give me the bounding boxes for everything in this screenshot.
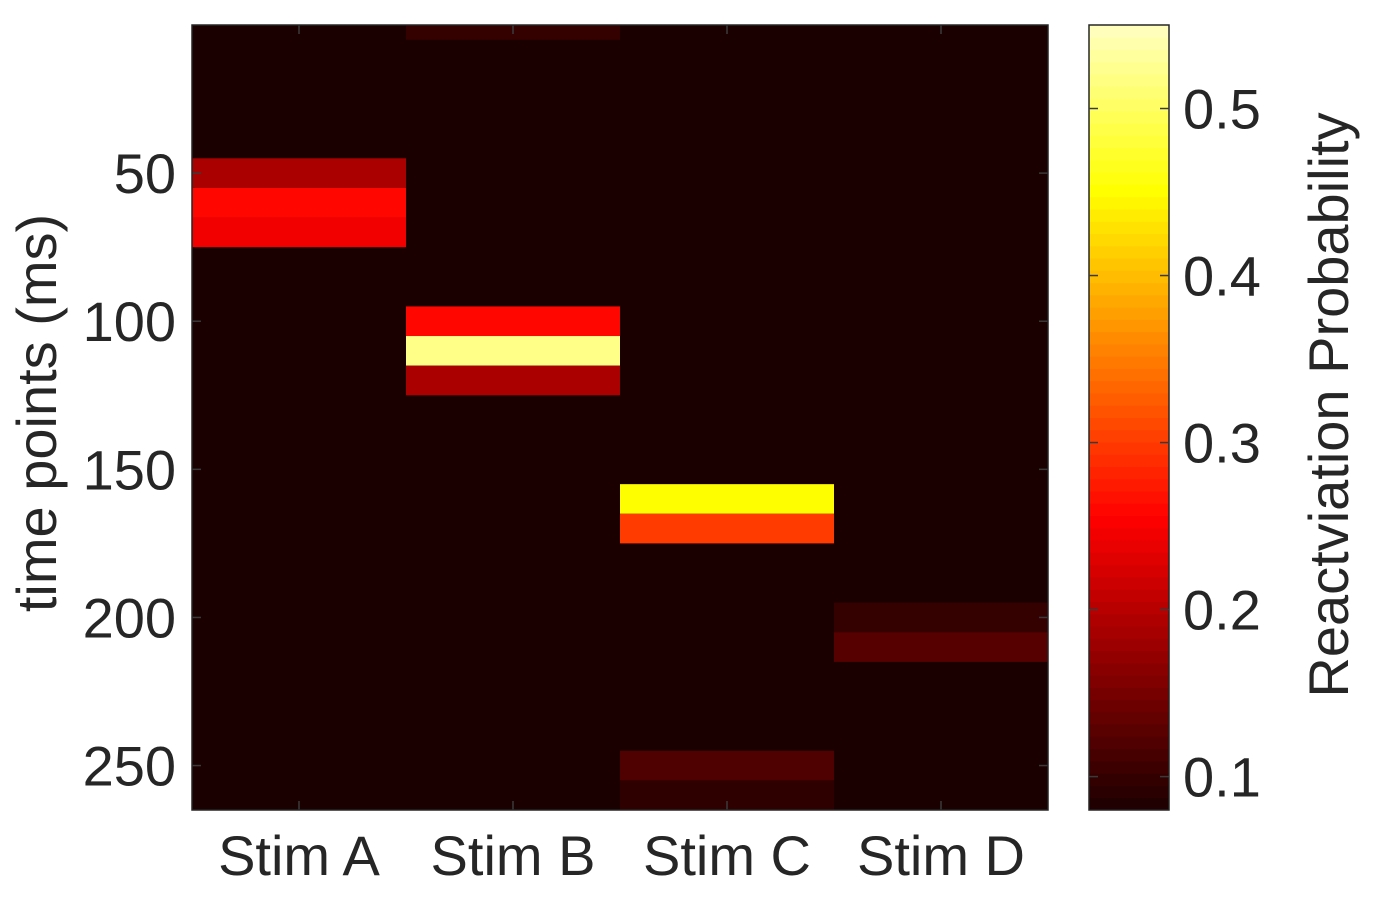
colorbar-swatch <box>1089 711 1169 725</box>
colorbar-swatch <box>1089 748 1169 762</box>
colorbar-swatch <box>1089 208 1169 222</box>
colorbar-swatch <box>1089 306 1169 320</box>
x-tick-label: Stim D <box>857 824 1025 887</box>
colorbar-swatch <box>1089 257 1169 271</box>
colorbar-swatch <box>1089 429 1169 443</box>
colorbar-swatch <box>1089 331 1169 345</box>
colorbar-swatch <box>1089 294 1169 308</box>
colorbar-swatch <box>1089 245 1169 259</box>
colorbar-swatch <box>1089 183 1169 198</box>
colorbar-swatch <box>1089 282 1169 296</box>
colorbar-tick-label: 0.3 <box>1183 412 1261 475</box>
y-axis-title: time points (ms) <box>5 214 68 612</box>
colorbar-swatch <box>1089 478 1169 492</box>
colorbar-swatch <box>1089 760 1169 774</box>
y-tick-label: 100 <box>83 290 176 353</box>
colorbar-swatch <box>1089 24 1169 38</box>
colorbar-swatch <box>1089 85 1169 100</box>
colorbar-swatch <box>1089 453 1169 468</box>
y-tick-label: 50 <box>114 142 176 205</box>
colorbar-frame <box>1088 24 1170 811</box>
colorbar-swatch <box>1089 686 1169 701</box>
colorbar-swatch <box>1089 36 1169 51</box>
colorbar-swatch <box>1089 600 1169 615</box>
heatmap-cell <box>834 602 1048 633</box>
colorbar-swatch <box>1089 61 1169 75</box>
heatmap-cell <box>834 632 1048 662</box>
colorbar-swatch <box>1089 527 1169 541</box>
heatmap-cell <box>192 217 406 248</box>
colorbar-swatch <box>1089 134 1169 149</box>
colorbar-swatch <box>1089 490 1169 504</box>
colorbar-swatch <box>1089 650 1169 664</box>
colorbar-swatch <box>1089 392 1169 406</box>
x-tick-label: Stim C <box>643 824 811 887</box>
plot-frame <box>191 24 1049 811</box>
colorbar-swatch <box>1089 220 1169 235</box>
colorbar-swatch <box>1089 269 1169 284</box>
colorbar-swatch <box>1089 735 1169 750</box>
x-tick-label: Stim B <box>431 824 596 887</box>
colorbar-swatch <box>1089 784 1169 799</box>
heatmap-cell <box>406 306 620 337</box>
colorbar-swatch <box>1089 539 1169 553</box>
colorbar-swatch <box>1089 367 1169 382</box>
colorbar-swatch <box>1089 355 1169 369</box>
axis-labels: 50 100 150 200 250 Stim A Stim B Stim C Stim D <box>83 142 1025 887</box>
colorbar-tick-label: 0.1 <box>1183 746 1261 809</box>
colorbar-swatch <box>1089 171 1169 185</box>
colorbar-swatch <box>1089 637 1169 652</box>
colorbar-tick-label: 0.2 <box>1183 579 1261 642</box>
colorbar-swatch <box>1089 515 1169 529</box>
colorbar-swatch <box>1089 674 1169 688</box>
colorbar-swatch <box>1089 502 1169 517</box>
colorbar-swatch <box>1089 98 1169 112</box>
colorbar-swatch <box>1089 233 1169 247</box>
colorbar-swatch <box>1089 73 1169 87</box>
heatmap-cell <box>192 158 406 188</box>
colorbar-swatch <box>1089 196 1169 210</box>
colorbar-swatch <box>1089 625 1169 639</box>
colorbar-swatch <box>1089 49 1169 63</box>
heatmap-cell <box>192 187 406 218</box>
plot-area <box>191 24 1049 811</box>
colorbar-swatch <box>1089 318 1169 333</box>
colorbar-swatch <box>1089 564 1169 578</box>
colorbar-swatch <box>1089 404 1169 418</box>
colorbar: 0.1 0.2 0.3 0.4 0.5 <box>1088 24 1261 811</box>
colorbar-swatch <box>1089 699 1169 713</box>
colorbar-swatch <box>1089 466 1169 480</box>
colorbar-swatch <box>1089 343 1169 357</box>
colorbar-swatch <box>1089 723 1169 737</box>
colorbar-swatch <box>1089 417 1169 431</box>
colorbar-swatch <box>1089 147 1169 161</box>
y-tick-label: 150 <box>83 438 176 501</box>
colorbar-swatch <box>1089 380 1169 394</box>
colorbar-swatch <box>1089 122 1169 136</box>
colorbar-swatch <box>1089 662 1169 676</box>
heatmap-cell <box>406 336 620 366</box>
heatmap-background <box>192 25 1048 810</box>
colorbar-swatch <box>1089 797 1169 811</box>
colorbar-swatch <box>1089 159 1169 173</box>
colorbar-swatch <box>1089 772 1169 786</box>
colorbar-title: Reactviation Probability <box>1297 112 1360 697</box>
colorbar-swatch <box>1089 613 1169 627</box>
y-tick-label: 250 <box>83 735 176 798</box>
heatmap-cell <box>406 365 620 396</box>
heatmap-cell <box>620 750 834 781</box>
colorbar-swatch <box>1089 110 1169 124</box>
y-tick-label: 200 <box>83 586 176 649</box>
heatmap-cell <box>620 484 834 514</box>
x-tick-label: Stim A <box>218 824 380 887</box>
colorbar-tick-label: 0.4 <box>1183 245 1261 308</box>
colorbar-swatch <box>1089 441 1169 455</box>
heatmap-cell <box>620 513 834 544</box>
colorbar-swatch <box>1089 588 1169 602</box>
colorbar-swatch <box>1089 551 1169 566</box>
colorbar-tick-label: 0.5 <box>1183 78 1261 141</box>
colorbar-swatch <box>1089 576 1169 590</box>
